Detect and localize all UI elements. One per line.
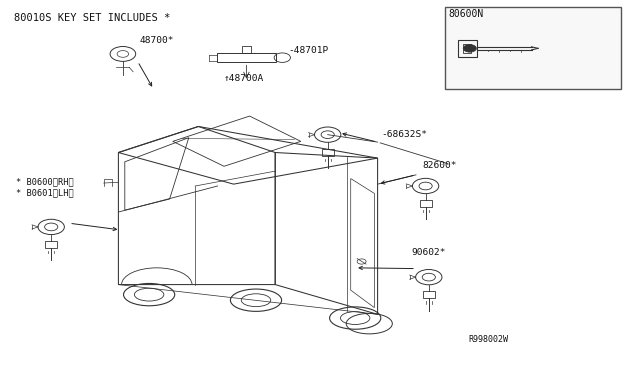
Text: * B0600〈RH〉: * B0600〈RH〉 bbox=[16, 177, 74, 186]
Text: ↑48700A: ↑48700A bbox=[224, 74, 264, 83]
Text: * B0601〈LH〉: * B0601〈LH〉 bbox=[16, 188, 74, 197]
Bar bbox=[217, 53, 276, 62]
Text: R998002W: R998002W bbox=[468, 335, 509, 344]
Bar bbox=[445, 7, 621, 89]
Text: -48701P: -48701P bbox=[289, 46, 329, 55]
Circle shape bbox=[463, 45, 476, 52]
Bar bbox=[463, 44, 471, 53]
Text: -68632S*: -68632S* bbox=[381, 130, 428, 139]
Text: 48700*: 48700* bbox=[140, 36, 174, 45]
Text: 80600N: 80600N bbox=[448, 9, 483, 19]
Text: 90602*: 90602* bbox=[412, 248, 446, 257]
Text: 80010S KEY SET INCLUDES *: 80010S KEY SET INCLUDES * bbox=[14, 13, 170, 23]
Text: 82600*: 82600* bbox=[422, 161, 457, 170]
